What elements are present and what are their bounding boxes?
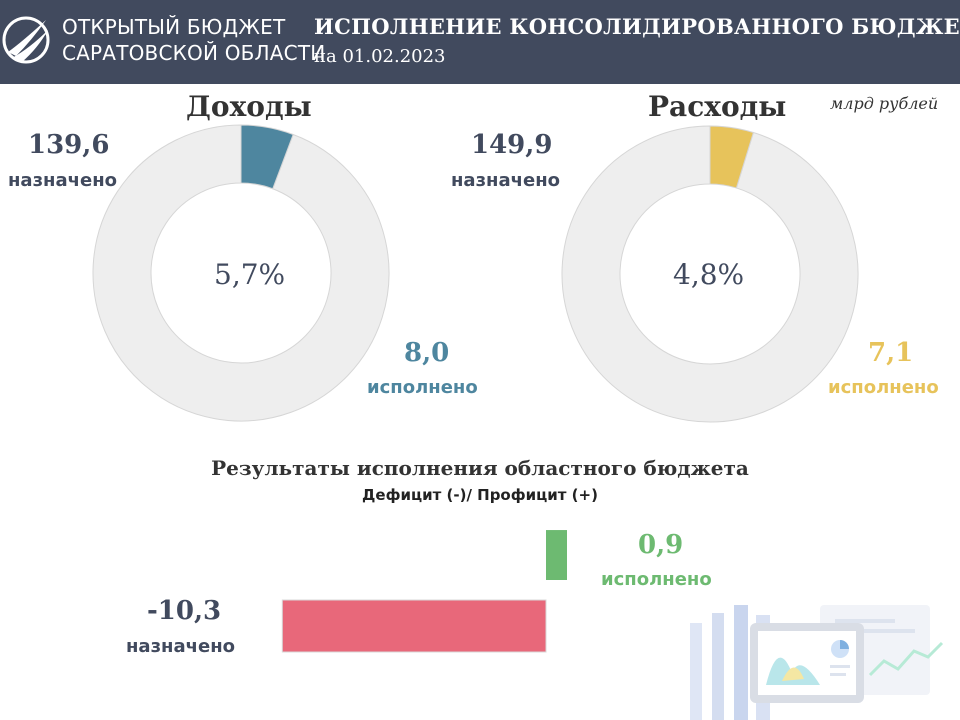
- analytics-illustration-icon: [690, 605, 944, 720]
- deficit-planned-value: -10,3: [147, 596, 222, 626]
- income-title: Доходы: [186, 90, 312, 123]
- deficit-planned-label: назначено: [126, 636, 235, 657]
- income-planned-value: 139,6: [28, 130, 110, 160]
- results-subtitle: Дефицит (-)/ Профицит (+): [362, 486, 598, 504]
- deficit-planned-bar: [281, 599, 547, 653]
- expense-executed-value: 7,1: [868, 338, 914, 368]
- expense-remainder-slice: [561, 125, 859, 423]
- header-bar: ОТКРЫТЫЙ БЮДЖЕТ САРАТОВСКОЙ ОБЛАСТИ ИСПО…: [0, 0, 960, 84]
- report-date: на 01.02.2023: [314, 46, 446, 67]
- surplus-executed-bar: [546, 530, 567, 580]
- open-budget-logo-icon: [2, 16, 50, 64]
- income-executed-slice: [240, 124, 294, 190]
- income-executed-label: исполнено: [367, 377, 478, 398]
- expense-percent: 4,8%: [673, 258, 745, 291]
- income-planned-label: назначено: [8, 170, 117, 191]
- logo-line-1: ОТКРЫТЫЙ БЮДЖЕТ: [62, 15, 286, 39]
- expense-planned-value: 149,9: [471, 130, 553, 160]
- expense-executed-label: исполнено: [828, 377, 939, 398]
- logo-text: ОТКРЫТЫЙ БЮДЖЕТ САРАТОВСКОЙ ОБЛАСТИ: [62, 14, 325, 66]
- expense-executed-slice: [709, 125, 755, 189]
- income-executed-value: 8,0: [404, 338, 450, 368]
- expense-donut-chart: [561, 125, 859, 423]
- income-remainder-slice: [92, 124, 390, 422]
- units-label: млрд рублей: [830, 94, 939, 113]
- expense-planned-label: назначено: [451, 170, 560, 191]
- income-percent: 5,7%: [214, 258, 286, 291]
- results-title: Результаты исполнения областного бюджета: [211, 456, 749, 480]
- page-title: ИСПОЛНЕНИЕ КОНСОЛИДИРОВАННОГО БЮДЖЕТА: [314, 14, 960, 39]
- expense-title: Расходы: [648, 90, 787, 123]
- logo-line-2: САРАТОВСКОЙ ОБЛАСТИ: [62, 41, 326, 65]
- surplus-executed-label: исполнено: [601, 569, 712, 590]
- income-donut-chart: [92, 124, 390, 422]
- surplus-executed-value: 0,9: [638, 530, 684, 560]
- balance-bar-chart: [281, 530, 567, 653]
